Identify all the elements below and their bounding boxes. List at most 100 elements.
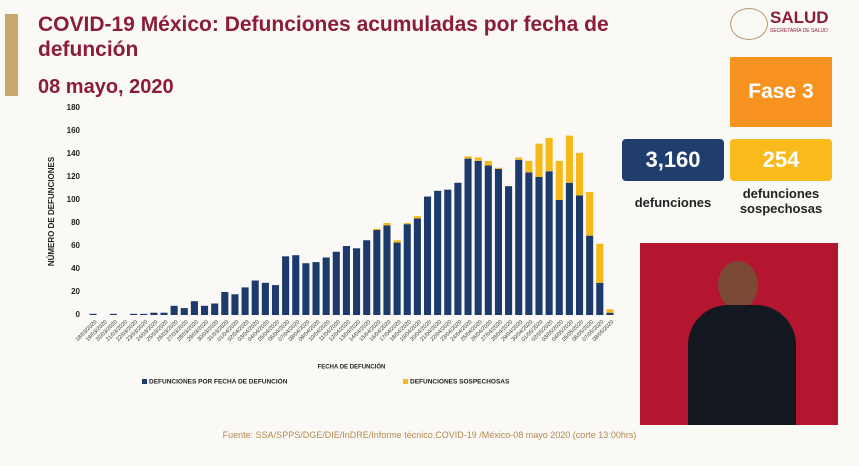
bar [586, 235, 594, 315]
y-axis-title: NÚMERO DE DEFUNCIONES [47, 156, 56, 266]
bar [363, 240, 371, 315]
bar [423, 196, 432, 315]
logo-emblem [730, 8, 768, 40]
bar [383, 225, 391, 315]
bar [535, 177, 543, 315]
bar [393, 242, 401, 315]
bar [515, 157, 523, 160]
y-tick-label: 160 [67, 126, 81, 135]
bar [393, 240, 401, 243]
bar [575, 152, 584, 196]
y-tick-label: 40 [71, 264, 80, 273]
bar [160, 312, 168, 315]
bar [383, 223, 391, 226]
y-tick-label: 80 [71, 218, 80, 227]
accent-bar [5, 14, 18, 96]
logo-subtext: SECRETARÍA DE SALUD [770, 28, 828, 34]
bar [413, 218, 421, 315]
bar [170, 305, 178, 315]
legend-swatch [142, 379, 147, 384]
bar [403, 223, 411, 225]
subtitle: 08 mayo, 2020 [38, 76, 174, 98]
bar [89, 313, 97, 315]
legend-label: DEFUNCIONES SOSPECHOSAS [410, 379, 510, 386]
bar [413, 216, 421, 219]
y-tick-label: 100 [67, 195, 81, 204]
bar [282, 256, 290, 315]
bar [261, 282, 269, 315]
bar [403, 224, 411, 315]
bar [555, 200, 563, 315]
interpreter-body [688, 305, 796, 425]
bar [525, 160, 533, 173]
bar [515, 159, 523, 315]
bar [353, 248, 361, 315]
bar [180, 308, 188, 315]
bar [231, 294, 239, 315]
bar [575, 195, 584, 315]
bar [464, 158, 472, 315]
bar [545, 137, 553, 172]
suspected-box: 254 [730, 139, 832, 181]
bar [109, 313, 117, 315]
title: COVID-19 México: Defunciones acumuladas … [38, 13, 609, 61]
bar [474, 157, 482, 161]
bar [444, 189, 452, 315]
bar [211, 303, 219, 315]
bar [484, 165, 492, 315]
bar [241, 287, 249, 315]
bar [474, 160, 482, 315]
bar [596, 282, 604, 315]
bar [464, 156, 472, 159]
bar [130, 313, 138, 315]
bar [332, 251, 340, 315]
logo-text: SALUD [770, 8, 829, 27]
bar [606, 309, 614, 313]
bar [373, 228, 381, 230]
bar [292, 255, 300, 315]
interpreter-head [718, 261, 758, 309]
y-tick-label: 180 [67, 103, 81, 112]
x-axis-title: FECHA DE DEFUNCIÓN [318, 363, 386, 371]
bar [190, 301, 198, 315]
bar [596, 243, 604, 283]
legend-label: DEFUNCIONES POR FECHA DE DEFUNCIÓN [149, 377, 288, 386]
y-tick-label: 60 [71, 241, 80, 250]
y-tick-label: 20 [71, 287, 80, 296]
source: Fuente: SSA/SPPS/DGE/DIE/InDRE/Informe t… [222, 430, 637, 440]
y-tick-label: 120 [67, 172, 81, 181]
bar [342, 246, 350, 315]
bar [251, 280, 259, 315]
interpreter-video [640, 243, 838, 425]
bar [201, 305, 209, 315]
bar [484, 160, 492, 166]
bar [302, 263, 310, 315]
bar [565, 135, 573, 183]
bar [535, 143, 543, 177]
bar [373, 229, 381, 315]
bar [140, 313, 148, 315]
bar [545, 171, 553, 315]
bar [271, 285, 280, 315]
y-tick-label: 0 [76, 310, 81, 319]
bar [525, 172, 533, 315]
suspected-label: defunciones sospechosas [739, 186, 823, 216]
bar [312, 262, 320, 315]
bar [586, 191, 594, 236]
bar [494, 168, 502, 315]
bar [505, 186, 513, 315]
phase-box: Fase 3 [730, 57, 832, 127]
deaths-box: 3,160 [622, 139, 724, 181]
bar [494, 167, 502, 169]
bar [150, 312, 158, 315]
bar [221, 292, 229, 315]
bar [606, 312, 614, 315]
bar [555, 160, 563, 200]
y-tick-label: 140 [67, 149, 81, 158]
legend-swatch [403, 379, 408, 384]
bar [454, 182, 462, 315]
bar [322, 257, 330, 315]
deaths-label: defunciones [634, 195, 712, 210]
